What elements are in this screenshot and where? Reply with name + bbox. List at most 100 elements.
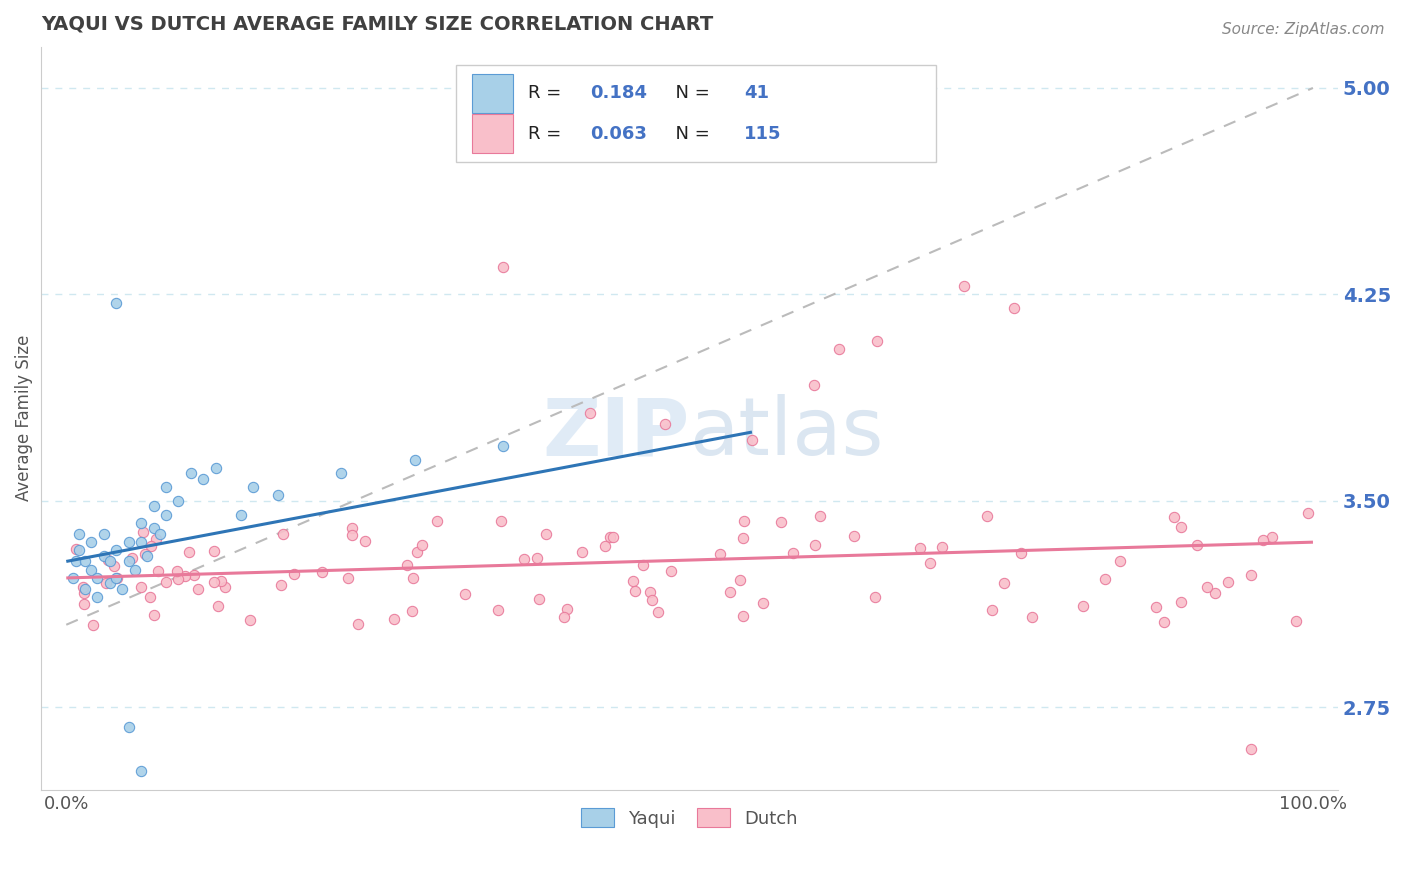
Point <box>426 514 449 528</box>
Point <box>67 527 90 541</box>
Point <box>149 527 172 541</box>
Point <box>73 586 96 600</box>
Point <box>1204 585 1226 599</box>
Point <box>187 582 209 596</box>
Point <box>808 508 831 523</box>
Point <box>976 508 998 523</box>
Point <box>139 590 162 604</box>
Point <box>214 581 236 595</box>
Point <box>486 603 509 617</box>
Point <box>411 538 433 552</box>
Point <box>1094 573 1116 587</box>
Point <box>804 538 827 552</box>
Point <box>555 601 578 615</box>
Point <box>718 585 741 599</box>
Text: YAQUI VS DUTCH AVERAGE FAMILY SIZE CORRELATION CHART: YAQUI VS DUTCH AVERAGE FAMILY SIZE CORRE… <box>41 15 714 34</box>
Point <box>1021 610 1043 624</box>
Point <box>129 764 152 778</box>
Point <box>117 535 139 549</box>
Point <box>167 494 190 508</box>
Point <box>167 572 190 586</box>
Point <box>129 535 152 549</box>
Point <box>654 417 676 431</box>
Legend: Yaqui, Dutch: Yaqui, Dutch <box>572 799 807 837</box>
Point <box>267 488 290 502</box>
Point <box>647 605 669 619</box>
Point <box>193 472 215 486</box>
Point <box>62 571 84 585</box>
Point <box>103 559 125 574</box>
Point <box>105 571 128 585</box>
Point <box>1251 533 1274 548</box>
Point <box>751 596 773 610</box>
Point <box>527 592 550 607</box>
Point <box>73 554 96 568</box>
Point <box>129 516 152 530</box>
Point <box>1218 575 1240 590</box>
Point <box>981 603 1004 617</box>
Point <box>73 597 96 611</box>
Point <box>346 617 368 632</box>
Point <box>139 540 162 554</box>
Point <box>105 295 128 310</box>
Point <box>354 534 377 549</box>
Point <box>1170 520 1192 534</box>
Point <box>183 567 205 582</box>
Point <box>733 609 755 624</box>
Point <box>571 545 593 559</box>
Point <box>146 565 169 579</box>
Point <box>733 515 755 529</box>
Text: 41: 41 <box>744 85 769 103</box>
Point <box>179 545 201 559</box>
Point <box>80 563 103 577</box>
Point <box>489 514 512 528</box>
Point <box>1071 599 1094 613</box>
Point <box>73 582 96 596</box>
Point <box>728 573 751 587</box>
Point <box>401 604 423 618</box>
Point <box>709 547 731 561</box>
FancyBboxPatch shape <box>472 74 513 112</box>
Point <box>1002 301 1025 315</box>
Point <box>731 531 754 545</box>
Point <box>94 575 117 590</box>
Point <box>579 406 602 420</box>
Point <box>491 439 513 453</box>
Point <box>553 610 575 624</box>
Text: R =: R = <box>527 85 567 103</box>
Point <box>828 343 851 357</box>
Point <box>631 558 654 573</box>
Text: 0.184: 0.184 <box>589 85 647 103</box>
Point <box>107 571 129 585</box>
Point <box>117 720 139 734</box>
Point <box>491 260 513 274</box>
Point <box>1153 615 1175 629</box>
Text: R =: R = <box>527 125 567 143</box>
Point <box>340 521 363 535</box>
Point <box>1163 510 1185 524</box>
FancyBboxPatch shape <box>472 114 513 153</box>
Point <box>111 582 134 596</box>
Point <box>404 452 426 467</box>
Point <box>143 608 166 623</box>
Point <box>180 467 202 481</box>
Point <box>337 572 360 586</box>
Point <box>623 583 645 598</box>
Point <box>283 566 305 581</box>
Point <box>155 508 177 522</box>
Point <box>105 543 128 558</box>
Point <box>124 563 146 577</box>
Point <box>155 574 177 589</box>
Y-axis label: Average Family Size: Average Family Size <box>15 335 32 501</box>
Point <box>205 460 228 475</box>
Point <box>454 587 477 601</box>
Point <box>229 508 252 522</box>
Point <box>174 569 197 583</box>
Point <box>93 549 115 563</box>
Point <box>86 591 108 605</box>
Point <box>741 434 763 448</box>
Point <box>202 575 225 590</box>
Point <box>782 546 804 560</box>
Point <box>993 575 1015 590</box>
Point <box>1144 600 1167 615</box>
